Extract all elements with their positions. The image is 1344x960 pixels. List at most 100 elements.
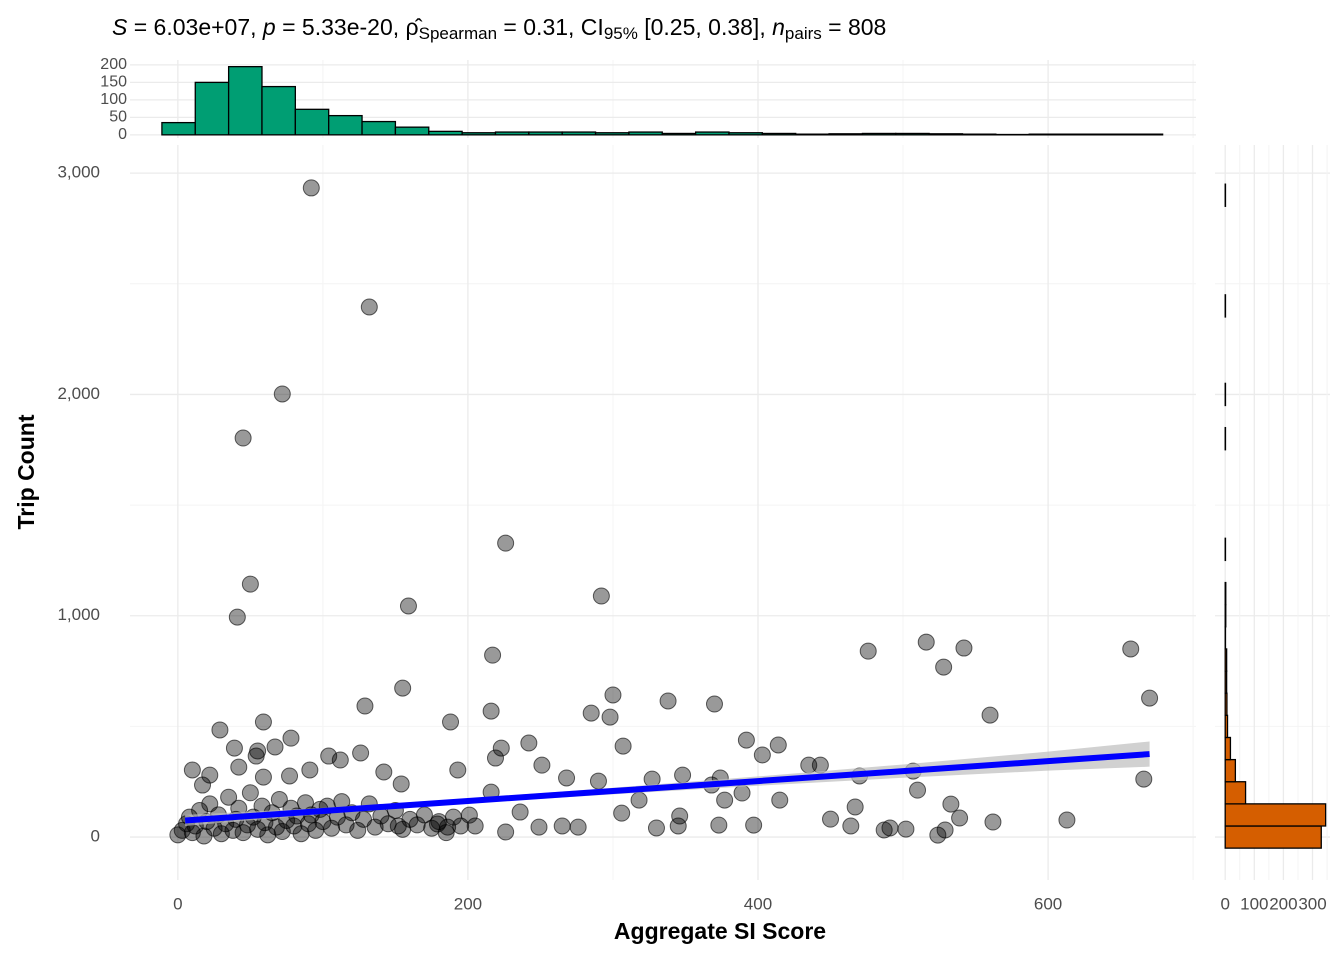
point xyxy=(753,746,771,764)
point xyxy=(733,784,751,802)
point xyxy=(909,781,927,799)
histogram-bar xyxy=(861,132,897,136)
y-tick-label: 0 xyxy=(91,827,100,846)
point xyxy=(230,758,248,776)
point xyxy=(266,738,284,756)
title-part: ρ̂ xyxy=(406,14,423,40)
point xyxy=(771,791,789,809)
histogram-bar xyxy=(361,120,397,136)
point xyxy=(281,767,299,785)
point xyxy=(917,633,935,651)
y-tick-label: 3,000 xyxy=(57,163,100,182)
point xyxy=(375,763,393,781)
point xyxy=(659,692,677,710)
histogram-bar xyxy=(328,114,363,136)
histogram-bar xyxy=(1061,133,1097,136)
point xyxy=(1135,770,1153,788)
point xyxy=(710,816,728,834)
point xyxy=(366,818,384,836)
title-part: Spearman xyxy=(419,24,497,43)
point xyxy=(437,824,455,842)
histogram-bar xyxy=(728,132,763,136)
smooth-line xyxy=(184,751,1150,824)
point xyxy=(392,775,410,793)
point xyxy=(241,575,259,593)
point xyxy=(558,769,576,787)
point xyxy=(225,739,243,757)
point xyxy=(604,686,622,704)
point xyxy=(194,776,212,794)
point xyxy=(613,804,631,822)
title-part: n xyxy=(772,14,785,40)
histogram-bar xyxy=(461,132,497,136)
x-axis-title: Aggregate SI Score xyxy=(614,918,826,944)
histogram-bar xyxy=(1224,604,1227,628)
histogram-bar xyxy=(261,85,296,136)
histogram-bar xyxy=(895,132,930,136)
title-part: = 808 xyxy=(822,14,887,40)
histogram-bar xyxy=(661,132,697,136)
x-tick-label: 300 xyxy=(1298,894,1326,913)
title-part: 95% xyxy=(604,24,638,43)
point xyxy=(228,608,246,626)
point xyxy=(592,587,610,605)
histogram-bar xyxy=(1224,670,1228,694)
x-tick-label: 0 xyxy=(1220,894,1229,913)
point xyxy=(935,658,953,676)
x-tick-label: 200 xyxy=(1269,894,1297,913)
histogram-bar xyxy=(1224,781,1247,805)
point xyxy=(394,679,412,697)
histogram-bar xyxy=(1224,825,1322,849)
x-tick-label: 0 xyxy=(173,894,182,913)
histogram-bar xyxy=(795,133,830,136)
y-tick-label: 150 xyxy=(100,74,127,91)
point xyxy=(301,761,319,779)
histogram-bar xyxy=(528,131,563,136)
point xyxy=(530,818,548,836)
histogram-bar xyxy=(1224,692,1228,716)
point xyxy=(842,817,860,835)
point xyxy=(211,721,229,739)
histogram-bar xyxy=(928,133,964,136)
point xyxy=(201,766,219,784)
point xyxy=(444,808,462,826)
title-part: pairs xyxy=(785,24,822,43)
point xyxy=(442,713,460,731)
y-tick-label: 1,000 xyxy=(57,605,100,624)
histogram-bar xyxy=(628,131,663,136)
point xyxy=(705,695,723,713)
point xyxy=(553,817,571,835)
point xyxy=(323,819,341,837)
y-tick-label: 200 xyxy=(100,56,127,73)
point xyxy=(936,821,954,839)
point xyxy=(234,429,252,447)
point xyxy=(533,756,551,774)
point xyxy=(484,646,502,664)
point xyxy=(1058,811,1076,829)
point xyxy=(955,639,973,657)
histogram-bar xyxy=(194,81,230,136)
histogram-bar xyxy=(161,121,196,136)
point xyxy=(630,791,648,809)
point xyxy=(379,815,397,833)
point xyxy=(569,818,587,836)
point xyxy=(270,790,288,808)
x-tick-label: 600 xyxy=(1034,894,1062,913)
point xyxy=(1122,640,1140,658)
point xyxy=(466,817,484,835)
point xyxy=(249,742,267,760)
histogram-bar xyxy=(1028,133,1064,136)
point xyxy=(408,816,426,834)
point xyxy=(981,706,999,724)
histogram-bar xyxy=(1224,714,1229,739)
y-tick-label: 50 xyxy=(109,109,127,126)
point xyxy=(254,768,272,786)
title-part: = 0.31, CI xyxy=(497,14,604,40)
histogram-bar xyxy=(828,133,864,136)
point xyxy=(984,813,1002,831)
point xyxy=(875,821,893,839)
point xyxy=(846,798,864,816)
point xyxy=(511,803,529,821)
x-tick-label: 400 xyxy=(744,894,772,913)
histogram-bar xyxy=(1224,648,1228,672)
